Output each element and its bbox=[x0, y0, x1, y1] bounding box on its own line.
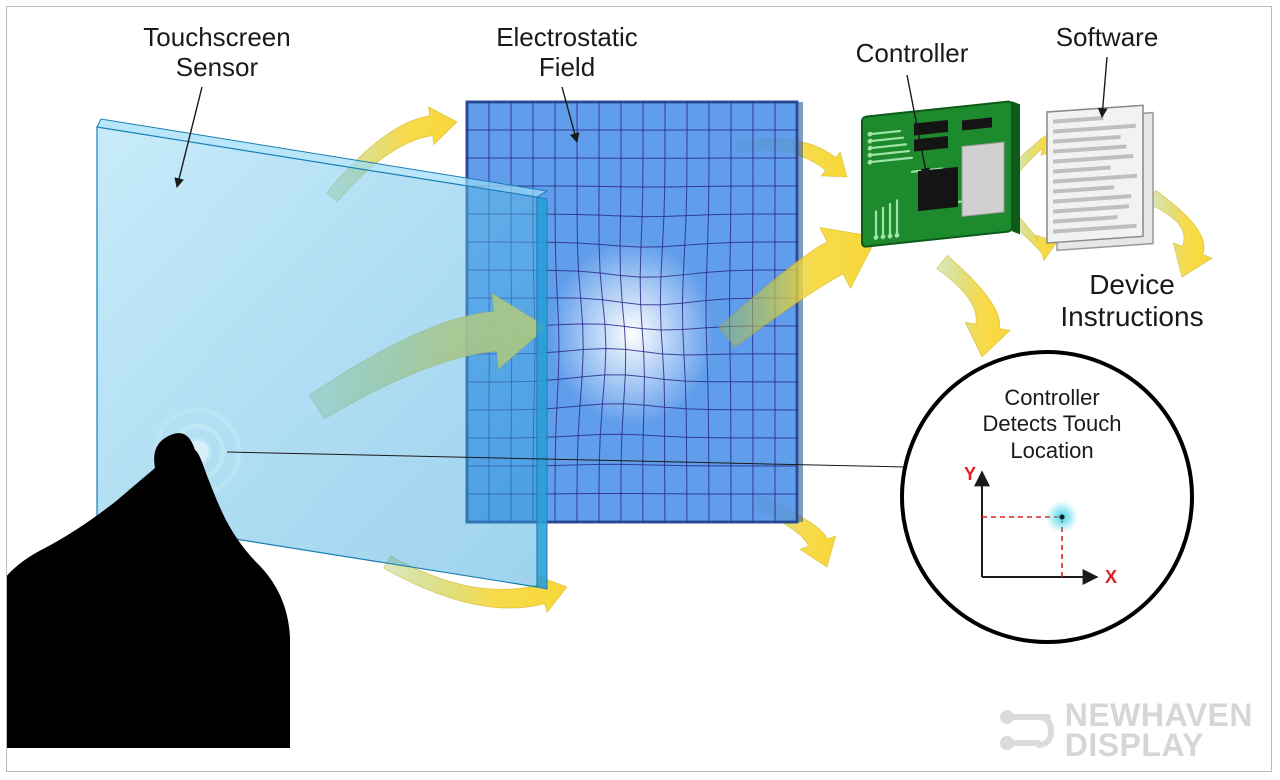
label-touchscreen: Touchscreen Sensor bbox=[117, 23, 317, 83]
axis-x-label: X bbox=[1105, 567, 1117, 587]
axis-y-label: Y bbox=[964, 464, 976, 484]
label-electrostatic: Electrostatic Field bbox=[457, 23, 677, 83]
software-papers bbox=[1047, 105, 1153, 250]
brand-watermark: NEWHAVEN DISPLAY bbox=[993, 699, 1253, 761]
brand-icon bbox=[993, 699, 1055, 761]
brand-line1: NEWHAVEN bbox=[1065, 700, 1253, 730]
flow-arrow-pcb-to-circle bbox=[937, 255, 1010, 357]
label-circle: Controller Detects Touch Location bbox=[942, 385, 1162, 464]
controller-pcb bbox=[862, 100, 1020, 251]
brand-line2: DISPLAY bbox=[1065, 730, 1253, 760]
flow-arrow-paper-to-device bbox=[1148, 190, 1212, 277]
label-software: Software bbox=[1027, 23, 1187, 53]
label-controller: Controller bbox=[822, 39, 1002, 69]
pcb-edge bbox=[1012, 100, 1020, 235]
label-device-instructions: Device Instructions bbox=[1022, 269, 1242, 333]
panel-edge bbox=[537, 197, 547, 589]
diagram-frame: X Y Touchscreen Sensor Electrostatic Fiel… bbox=[6, 6, 1272, 772]
grid-glow bbox=[550, 241, 715, 426]
